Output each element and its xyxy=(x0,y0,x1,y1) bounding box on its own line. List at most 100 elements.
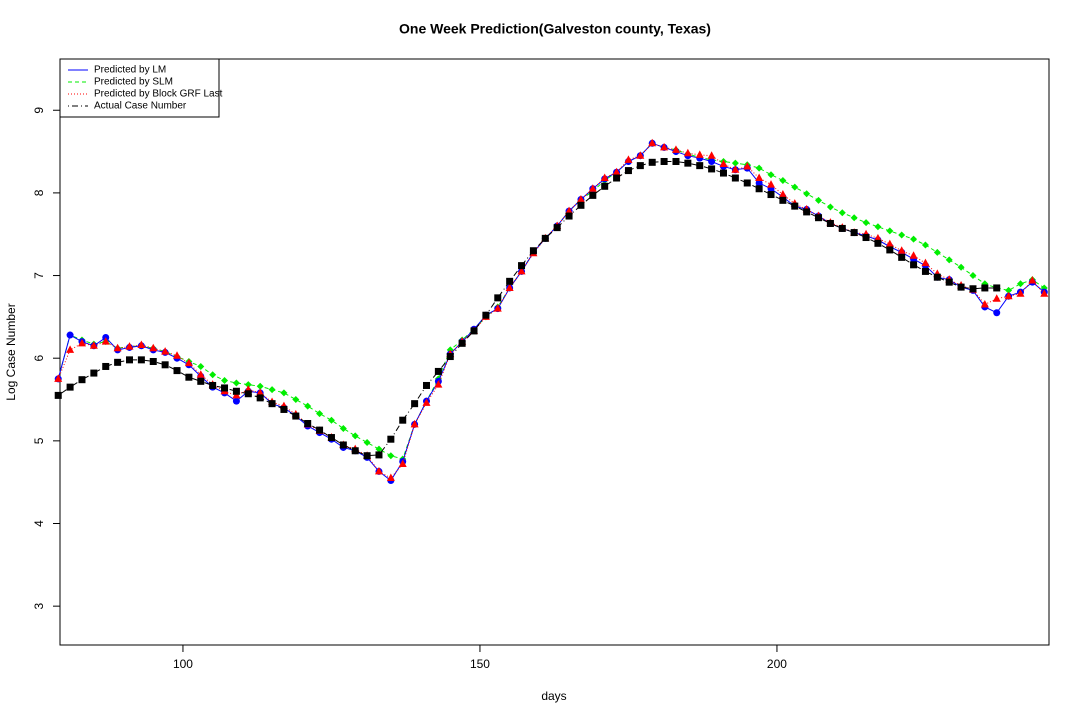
point xyxy=(719,159,728,167)
point xyxy=(636,162,644,170)
y-axis-label: Log Case Number xyxy=(4,303,18,400)
point xyxy=(494,294,502,302)
point xyxy=(232,387,240,395)
point xyxy=(731,159,739,167)
point xyxy=(838,224,846,232)
point xyxy=(339,424,347,432)
point xyxy=(898,253,906,261)
point xyxy=(921,267,929,275)
point xyxy=(696,162,704,170)
point xyxy=(327,434,335,442)
point xyxy=(779,176,787,184)
point xyxy=(981,284,989,292)
point xyxy=(1028,276,1037,284)
point xyxy=(77,338,86,347)
point xyxy=(422,398,431,406)
point xyxy=(898,231,906,239)
legend-label: Actual Case Number xyxy=(94,101,187,112)
point xyxy=(363,452,371,460)
point xyxy=(601,182,609,190)
point xyxy=(66,383,74,391)
y-tick-label: 4 xyxy=(32,520,46,527)
point xyxy=(612,167,621,176)
point xyxy=(280,389,288,397)
point xyxy=(672,157,680,165)
point xyxy=(304,419,312,427)
y-tick-label: 8 xyxy=(32,189,46,196)
point xyxy=(232,379,240,387)
point xyxy=(256,388,265,396)
point xyxy=(374,466,383,475)
point xyxy=(434,367,442,375)
legend-label: Predicted by SLM xyxy=(94,77,173,88)
point xyxy=(125,356,133,364)
x-axis-label: days xyxy=(541,689,566,703)
point xyxy=(910,261,918,269)
point xyxy=(173,351,182,359)
point xyxy=(648,138,657,147)
point xyxy=(137,340,146,348)
point xyxy=(398,459,407,467)
point xyxy=(137,356,145,364)
plot-area xyxy=(54,138,1049,485)
x-tick-label: 150 xyxy=(470,657,490,671)
point xyxy=(517,266,526,275)
y-tick-label: 5 xyxy=(32,437,46,444)
point xyxy=(268,386,276,394)
point xyxy=(553,224,561,232)
point xyxy=(671,145,680,153)
point xyxy=(221,384,229,392)
point xyxy=(993,284,1001,292)
point xyxy=(316,410,324,418)
point xyxy=(921,241,929,249)
point xyxy=(992,294,1001,302)
point xyxy=(1016,289,1025,297)
point xyxy=(422,381,430,389)
point xyxy=(838,209,846,217)
chart-title: One Week Prediction(Galveston county, Te… xyxy=(399,21,711,37)
point xyxy=(850,229,858,237)
point xyxy=(196,370,205,378)
point xyxy=(387,435,395,443)
point xyxy=(244,381,252,389)
point xyxy=(755,164,763,172)
point xyxy=(636,151,645,159)
series-line xyxy=(57,160,997,457)
point xyxy=(54,391,62,399)
point xyxy=(921,258,930,267)
point xyxy=(244,390,252,398)
point xyxy=(826,219,834,227)
point xyxy=(767,191,775,199)
point xyxy=(399,416,407,424)
point xyxy=(862,219,870,227)
point xyxy=(506,277,514,285)
point xyxy=(232,397,240,405)
point xyxy=(197,362,205,370)
point xyxy=(886,227,894,235)
point xyxy=(993,309,1001,317)
point xyxy=(410,419,419,428)
point xyxy=(957,283,965,291)
point xyxy=(209,381,217,389)
point xyxy=(803,190,811,198)
y-tick-label: 3 xyxy=(32,602,46,609)
point xyxy=(256,382,264,390)
point xyxy=(292,412,300,420)
point xyxy=(339,441,347,449)
point xyxy=(173,367,181,375)
point xyxy=(292,396,300,404)
point xyxy=(161,361,169,369)
point xyxy=(411,400,419,408)
point xyxy=(933,248,941,256)
point xyxy=(803,208,811,216)
legend-label: Predicted by LM xyxy=(94,65,166,76)
point xyxy=(304,402,312,410)
point xyxy=(482,311,490,319)
y-tick-label: 7 xyxy=(32,272,46,279)
point xyxy=(719,169,727,177)
point xyxy=(791,202,799,210)
point xyxy=(767,180,776,188)
point xyxy=(387,452,395,460)
point xyxy=(1040,289,1049,297)
point xyxy=(957,263,965,271)
